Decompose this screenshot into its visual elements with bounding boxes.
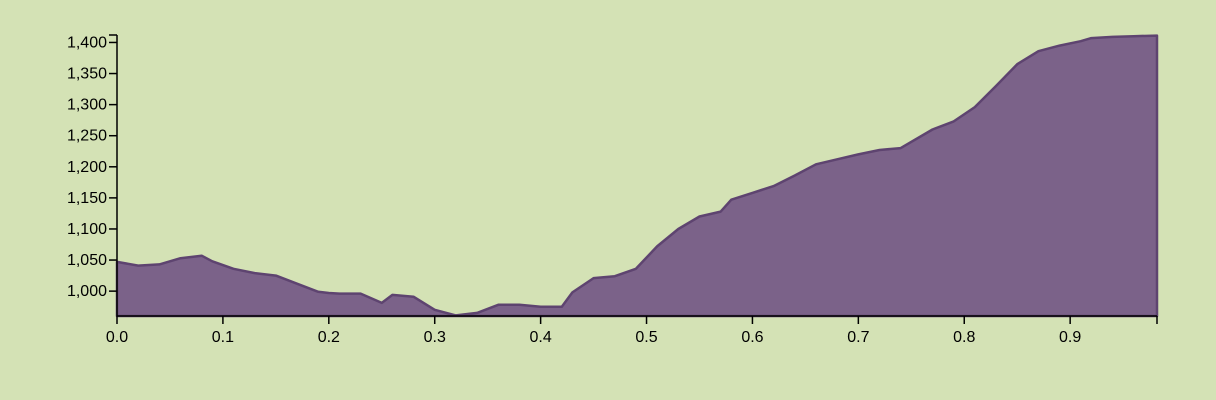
y-tick-label: 1,350 [67,66,107,83]
area-series [115,34,1159,318]
plot-area [115,34,1159,318]
y-tick-label: 1,050 [67,252,107,269]
x-tick-label: 0.4 [530,329,552,346]
x-tick-label: 0.3 [424,329,446,346]
x-tick-label: 0.8 [953,329,975,346]
x-tick-label: 0.0 [106,329,128,346]
y-axis: 1,000 1,050 1,100 1,150 1,200 1,250 1,300 1,350… [67,34,118,316]
y-tick-label: 1,150 [67,190,107,207]
y-tick-label: 1,000 [67,283,107,300]
y-tick-label: 1,200 [67,159,107,176]
x-tick-label: 0.1 [212,329,234,346]
x-tick-label: 0.7 [847,329,869,346]
y-tick-label: 1,300 [67,97,107,114]
y-tick-label: 1,400 [67,34,107,51]
x-tick-label: 0.2 [318,329,340,346]
x-tick-label: 0.5 [635,329,657,346]
x-axis: 0.0 0.1 0.2 0.3 0.4 0.5 0.6 0.7 0.8 0.9 [106,315,1158,346]
x-tick-label: 0.9 [1059,329,1081,346]
y-tick-label: 1,100 [67,221,107,238]
x-tick-label: 0.6 [741,329,763,346]
y-tick-label: 1,250 [67,128,107,145]
